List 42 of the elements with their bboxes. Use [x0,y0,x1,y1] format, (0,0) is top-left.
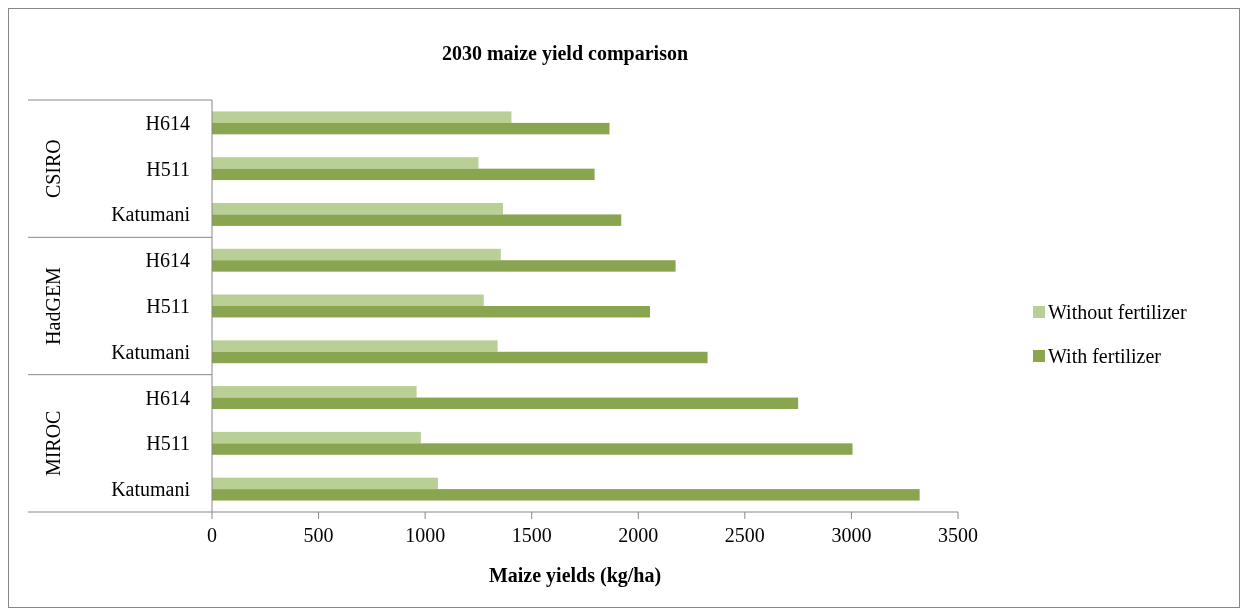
y-tick-label: H511 [146,295,190,317]
bar [212,203,503,215]
bar [212,122,610,135]
y-tick-label: Katumani [111,478,191,501]
text: MIROC [42,410,64,477]
bar [212,306,651,318]
legend-label: Without fertilizer [1048,301,1187,323]
chart-title: 2030 maize yield comparison [441,42,689,65]
y-tick-label: Katumani [111,203,191,226]
bar [212,214,622,226]
bar [212,340,498,352]
bar [212,111,512,123]
bar [212,248,501,261]
text: HadGEM [42,266,64,345]
legend-label: With fertilizer [1048,345,1162,367]
x-tick-label: 500 [303,524,334,546]
bar [212,431,421,444]
y-tick-label: Katumani [111,340,191,363]
x-tick-label: 3500 [938,524,978,546]
bar [212,168,595,181]
bar [212,397,799,409]
x-tick-label: 1000 [405,524,446,546]
x-tick-label: 2000 [618,524,659,546]
bar [212,443,853,455]
bar [212,477,438,490]
y-tick-label: H511 [146,157,190,180]
bar [212,386,417,398]
bar [212,351,708,364]
text: CSIRO [42,139,64,199]
y-tick-label: H511 [146,432,190,455]
x-axis-title: Maize yields (kg/ha) [488,564,662,587]
x-tick-label: 3000 [831,524,872,546]
bar [212,157,479,169]
x-tick-label: 1500 [511,524,552,546]
bar [212,260,676,272]
y-tick-label: H614 [145,249,190,272]
y-tick-label: H614 [145,111,190,134]
y-tick-label: H614 [145,386,190,409]
bar [212,489,920,501]
x-tick-label: 2500 [724,524,765,546]
bar [212,294,484,306]
x-tick-label: 0 [207,524,217,546]
